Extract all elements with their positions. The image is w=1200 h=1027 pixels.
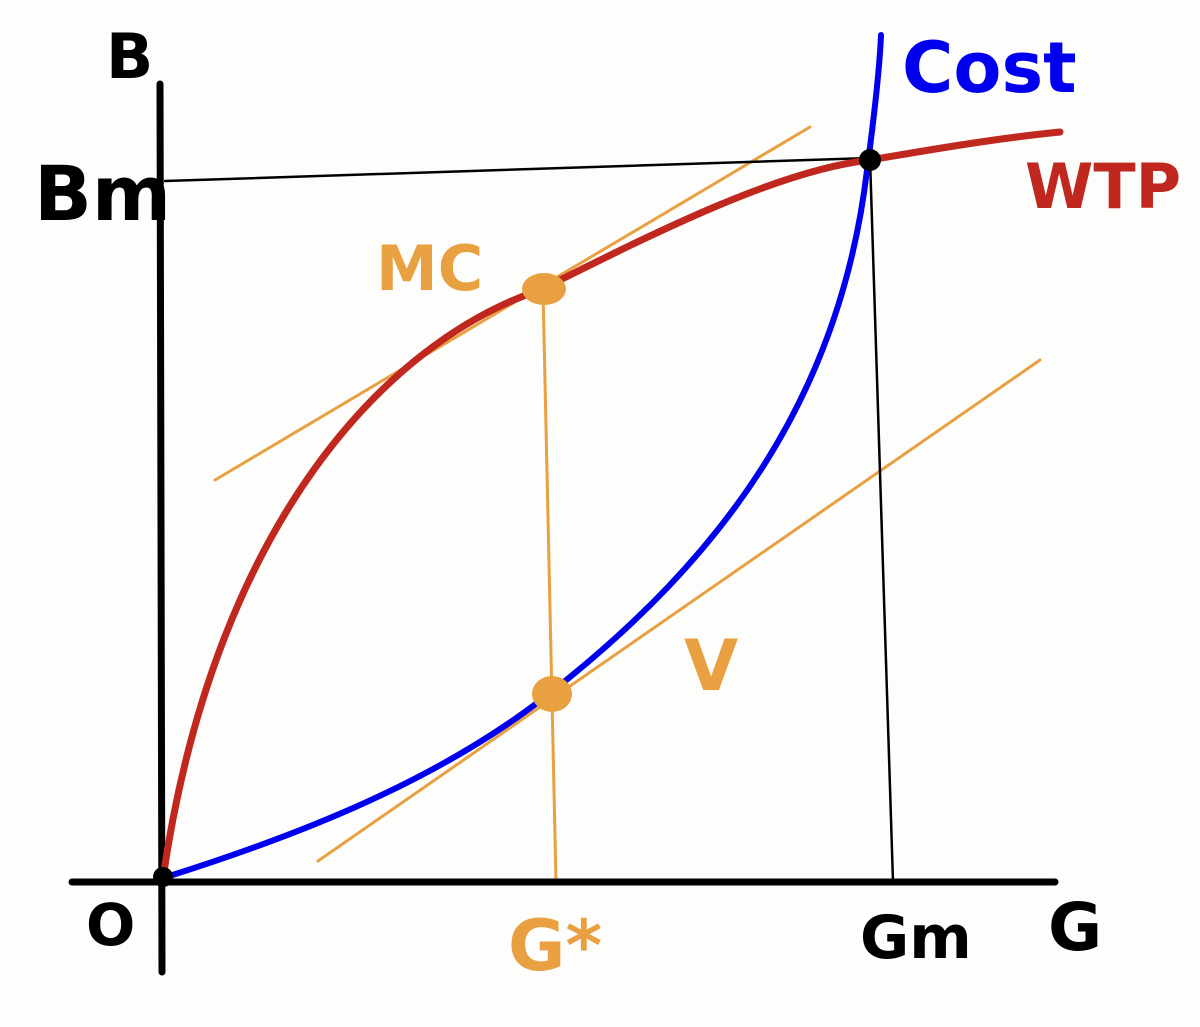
g-star-label: G* xyxy=(508,905,602,987)
cost-curve xyxy=(160,32,884,881)
v-label: V xyxy=(684,625,738,707)
origin-point xyxy=(153,867,173,887)
bm-label: Bm xyxy=(34,149,171,238)
g-star-vertical-line xyxy=(541,288,558,884)
v-tangent-point xyxy=(532,676,572,712)
gm-guide-line xyxy=(868,156,895,884)
x-axis-label: G xyxy=(1048,889,1102,966)
y-axis xyxy=(156,80,166,976)
origin-label: O xyxy=(86,891,135,959)
wtp-curve xyxy=(159,128,1064,882)
mc-tangent-point xyxy=(522,273,566,305)
y-axis-label: B xyxy=(106,20,153,93)
mc-label: MC xyxy=(376,232,483,305)
intersection-point xyxy=(859,149,881,171)
v-tangent-line xyxy=(316,358,1042,863)
gm-label: Gm xyxy=(860,903,972,973)
wtp-label: WTP xyxy=(1025,150,1181,223)
cost-label: Cost xyxy=(902,27,1077,109)
bm-guide-line xyxy=(163,156,872,183)
